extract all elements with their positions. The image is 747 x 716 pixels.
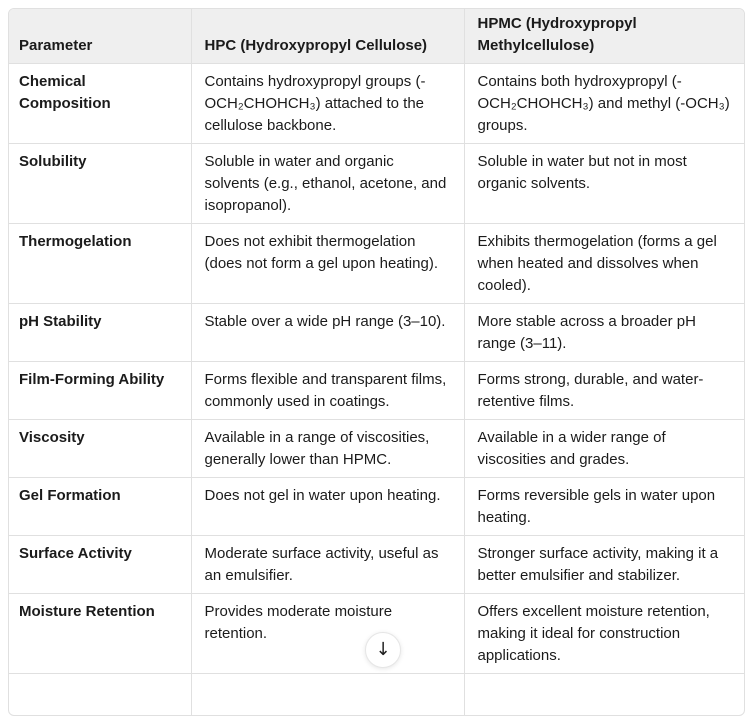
row-hpmc-value: Forms strong, durable, and water-retenti… — [464, 361, 744, 420]
table-row: Gel Formation Does not gel in water upon… — [9, 477, 744, 536]
row-hpc-value: Provides moderate moisture retention. — [191, 593, 465, 674]
column-header-hpmc: HPMC (Hydroxypropyl Methylcellulose) — [464, 9, 744, 64]
row-parameter: Solubility — [9, 143, 192, 224]
row-hpc-value: Soluble in water and organic solvents (e… — [191, 143, 465, 224]
scroll-to-bottom-button[interactable]: ↓ — [365, 632, 401, 668]
row-hpmc-value: Contains both hydroxypropyl (-OCH₂CHOHCH… — [464, 63, 744, 144]
table-row: Thermogelation Does not exhibit thermoge… — [9, 223, 744, 304]
row-parameter: Surface Activity — [9, 535, 192, 594]
table-row: Surface Activity Moderate surface activi… — [9, 535, 744, 594]
table-row: Solubility Soluble in water and organic … — [9, 143, 744, 224]
row-parameter: Moisture Retention — [9, 593, 192, 674]
row-parameter: Chemical Composition — [9, 63, 192, 144]
column-header-hpc: HPC (Hydroxypropyl Cellulose) — [191, 9, 465, 64]
row-hpc-value: Contains hydroxypropyl groups (-OCH₂CHOH… — [191, 63, 465, 144]
row-hpc-value: Does not gel in water upon heating. — [191, 477, 465, 536]
table-header-row: Parameter HPC (Hydroxypropyl Cellulose) … — [9, 9, 744, 64]
row-hpmc-value: Exhibits thermogelation (forms a gel whe… — [464, 223, 744, 304]
table-row-clipped — [9, 673, 744, 715]
table-row: pH Stability Stable over a wide pH range… — [9, 303, 744, 362]
row-parameter: pH Stability — [9, 303, 192, 362]
row-parameter: Viscosity — [9, 419, 192, 478]
row-hpc-value — [191, 673, 465, 715]
row-hpmc-value — [464, 673, 744, 715]
row-hpmc-value: Soluble in water but not in most organic… — [464, 143, 744, 224]
row-hpmc-value: Available in a wider range of viscositie… — [464, 419, 744, 478]
column-header-parameter: Parameter — [9, 9, 192, 64]
row-parameter: Thermogelation — [9, 223, 192, 304]
row-hpc-value: Moderate surface activity, useful as an … — [191, 535, 465, 594]
row-parameter: Film-Forming Ability — [9, 361, 192, 420]
row-hpc-value: Available in a range of viscosities, gen… — [191, 419, 465, 478]
row-hpmc-value: Forms reversible gels in water upon heat… — [464, 477, 744, 536]
row-parameter — [9, 673, 192, 715]
table-row: Film-Forming Ability Forms flexible and … — [9, 361, 744, 420]
arrow-down-icon: ↓ — [375, 639, 391, 660]
row-hpmc-value: Stronger surface activity, making it a b… — [464, 535, 744, 594]
hpc-hpmc-table: Parameter HPC (Hydroxypropyl Cellulose) … — [9, 9, 744, 715]
row-hpc-value: Stable over a wide pH range (3–10). — [191, 303, 465, 362]
row-hpc-value: Does not exhibit thermogelation (does no… — [191, 223, 465, 304]
table-row: Moisture Retention Provides moderate moi… — [9, 593, 744, 674]
table-row: Viscosity Available in a range of viscos… — [9, 419, 744, 478]
row-hpc-value: Forms flexible and transparent films, co… — [191, 361, 465, 420]
row-parameter: Gel Formation — [9, 477, 192, 536]
row-hpmc-value: Offers excellent moisture retention, mak… — [464, 593, 744, 674]
row-hpmc-value: More stable across a broader pH range (3… — [464, 303, 744, 362]
comparison-table: Parameter HPC (Hydroxypropyl Cellulose) … — [8, 8, 745, 716]
table-row: Chemical Composition Contains hydroxypro… — [9, 63, 744, 144]
